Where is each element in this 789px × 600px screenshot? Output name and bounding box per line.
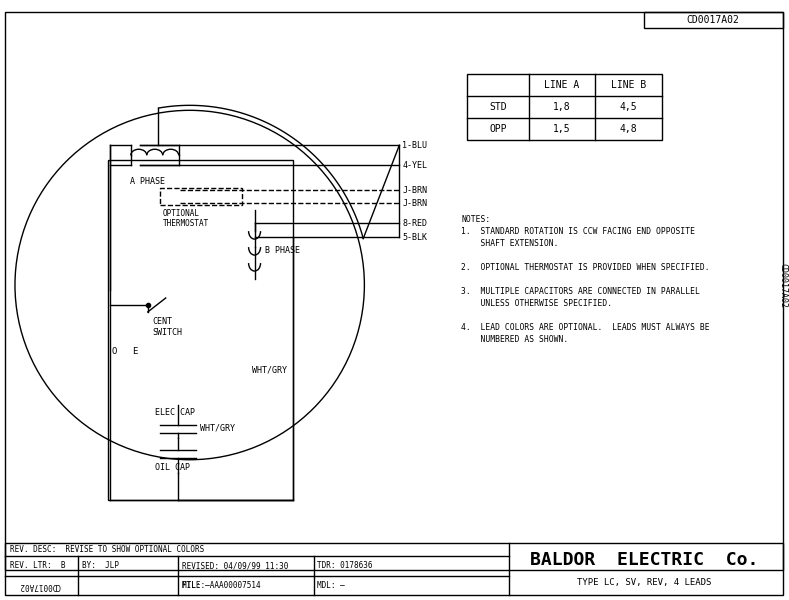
Bar [467, 74, 662, 140]
Text: TYPE LC, SV, REV, 4 LEADS: TYPE LC, SV, REV, 4 LEADS [577, 578, 711, 587]
Text: CD0017A02: CD0017A02 [19, 581, 61, 590]
Text: REV. DESC:  REVISE TO SHOW OPTIONAL COLORS: REV. DESC: REVISE TO SHOW OPTIONAL COLOR… [10, 545, 204, 554]
Text: BALDOR  ELECTRIC  Co.: BALDOR ELECTRIC Co. [529, 551, 758, 569]
Text: LINE A: LINE A [544, 80, 580, 91]
Text: 1,5: 1,5 [553, 124, 571, 134]
Text: WHT/GRY: WHT/GRY [200, 423, 234, 432]
Text: CD0017A02: CD0017A02 [686, 16, 739, 25]
Text: 4-YEL: 4-YEL [402, 161, 428, 170]
Text: 1-BLU: 1-BLU [402, 141, 428, 150]
Text: CENT: CENT [153, 317, 173, 326]
Text: BY:  JLP: BY: JLP [82, 561, 119, 570]
Text: SWITCH: SWITCH [153, 328, 183, 337]
Text: CD0017A02: CD0017A02 [778, 263, 787, 308]
Bar [644, 13, 783, 28]
Text: FILE: AAA00007514: FILE: AAA00007514 [181, 581, 260, 590]
Text: J-BRN: J-BRN [402, 199, 428, 208]
Text: STD: STD [489, 103, 507, 112]
Text: 1,8: 1,8 [553, 103, 571, 112]
Text: TDR: 0178636: TDR: 0178636 [317, 561, 373, 570]
Text: 4.  LEAD COLORS ARE OPTIONAL.  LEADS MUST ALWAYS BE: 4. LEAD COLORS ARE OPTIONAL. LEADS MUST … [462, 323, 710, 332]
Text: 4,5: 4,5 [619, 103, 638, 112]
Text: ELEC CAP: ELEC CAP [155, 409, 195, 418]
Text: REVISED: 04/09/99 11:30: REVISED: 04/09/99 11:30 [181, 561, 288, 570]
Text: THERMOSTAT: THERMOSTAT [163, 218, 209, 227]
Text: LINE B: LINE B [611, 80, 646, 91]
Text: OIL CAP: OIL CAP [155, 463, 189, 472]
Text: 5-BLK: 5-BLK [402, 233, 428, 242]
Text: OPP: OPP [489, 124, 507, 134]
Text: MTL: –: MTL: – [181, 581, 209, 590]
Text: 8-RED: 8-RED [402, 218, 428, 227]
Text: REV. LTR:  B: REV. LTR: B [10, 561, 65, 570]
Text: NUMBERED AS SHOWN.: NUMBERED AS SHOWN. [462, 335, 568, 344]
Text: OPTIONAL: OPTIONAL [163, 209, 200, 218]
Text: SHAFT EXTENSION.: SHAFT EXTENSION. [462, 239, 559, 248]
Text: UNLESS OTHERWISE SPECIFIED.: UNLESS OTHERWISE SPECIFIED. [462, 299, 612, 308]
Text: 1.  STANDARD ROTATION IS CCW FACING END OPPOSITE: 1. STANDARD ROTATION IS CCW FACING END O… [462, 227, 695, 236]
Text: MDL: –: MDL: – [317, 581, 346, 590]
Text: E: E [132, 347, 137, 356]
Text: 4,8: 4,8 [619, 124, 638, 134]
Bar [159, 188, 241, 205]
Text: B PHASE: B PHASE [264, 245, 300, 254]
Bar [5, 542, 783, 595]
Text: NOTES:: NOTES: [462, 215, 491, 224]
Text: J-BRN: J-BRN [402, 185, 428, 194]
Text: 2.  OPTIONAL THERMOSTAT IS PROVIDED WHEN SPECIFIED.: 2. OPTIONAL THERMOSTAT IS PROVIDED WHEN … [462, 263, 710, 272]
Bar [108, 160, 293, 500]
Text: O: O [112, 347, 118, 356]
Text: A PHASE: A PHASE [129, 177, 165, 186]
Text: WHT/GRY: WHT/GRY [252, 365, 286, 374]
Text: 3.  MULTIPLE CAPACITORS ARE CONNECTED IN PARALLEL: 3. MULTIPLE CAPACITORS ARE CONNECTED IN … [462, 287, 700, 296]
